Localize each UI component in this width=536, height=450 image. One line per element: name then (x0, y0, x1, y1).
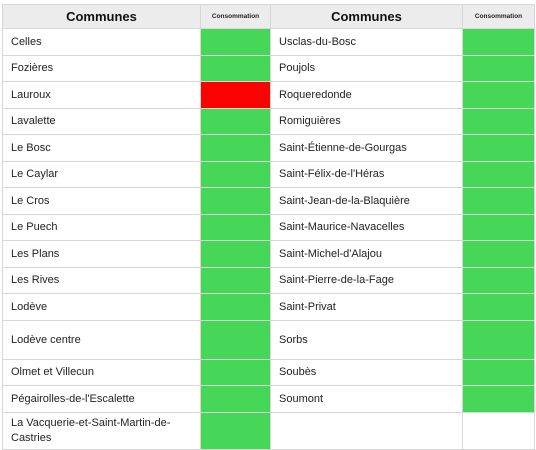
consumption-status-cell (200, 213, 271, 241)
commune-name: Lodève centre (2, 319, 201, 360)
consumption-status-cell (200, 319, 271, 360)
table-row: Lavalette Romiguières (2, 107, 535, 135)
table-row: Le Bosc Saint-Étienne-de-Gourgas (2, 134, 535, 162)
table-row: Les Plans Saint-Michel-d'Alajou (2, 240, 535, 268)
commune-name: Saint-Maurice-Navacelles (270, 213, 463, 241)
commune-name: Romiguières (270, 107, 463, 135)
table-row: Le Caylar Saint-Félix-de-l'Héras (2, 160, 535, 188)
consumption-status-cell (200, 81, 271, 109)
consumption-status-cell (200, 358, 271, 386)
consumption-status-cell (200, 28, 271, 56)
commune-name: Saint-Jean-de-la-Blaquière (270, 187, 463, 215)
consumption-status-cell (462, 107, 535, 135)
consumption-status-cell (462, 240, 535, 268)
commune-name: Roqueredonde (270, 81, 463, 109)
consumption-status-cell (200, 160, 271, 188)
commune-name (270, 411, 463, 450)
table-row: Lauroux Roqueredonde (2, 81, 535, 109)
header-communes-left: Communes (2, 4, 201, 29)
commune-name: Saint-Étienne-de-Gourgas (270, 134, 463, 162)
commune-name: Celles (2, 28, 201, 56)
consumption-status-cell (462, 28, 535, 56)
commune-name: Olmet et Villecun (2, 358, 201, 386)
consumption-status-cell (200, 134, 271, 162)
commune-name: Saint-Félix-de-l'Héras (270, 160, 463, 188)
consumption-status-cell (200, 293, 271, 321)
consumption-status-cell (462, 134, 535, 162)
commune-name: Lavalette (2, 107, 201, 135)
commune-name: Soumont (270, 385, 463, 413)
commune-name: Saint-Pierre-de-la-Fage (270, 266, 463, 294)
commune-name: Le Cros (2, 187, 201, 215)
table-row: Lodève centre Sorbs (2, 319, 535, 360)
consumption-table: Communes Consommation Communes Consommat… (2, 4, 535, 450)
consumption-status-cell (462, 187, 535, 215)
consumption-status-cell (200, 266, 271, 294)
consumption-status-cell (462, 81, 535, 109)
commune-name: Lodève (2, 293, 201, 321)
consumption-status-cell (462, 213, 535, 241)
table-row: Les Rives Saint-Pierre-de-la-Fage (2, 266, 535, 294)
table-row: La Vacquerie-et-Saint-Martin-de-Castries (2, 411, 535, 450)
table-row: Celles Usclas-du-Bosc (2, 28, 535, 56)
header-consommation-left: Consommation (200, 4, 271, 29)
commune-name: Usclas-du-Bosc (270, 28, 463, 56)
commune-name: Poujols (270, 54, 463, 82)
consumption-status-cell (462, 54, 535, 82)
consumption-status-cell (200, 385, 271, 413)
header-row: Communes Consommation Communes Consommat… (2, 4, 535, 29)
table-row: Le Cros Saint-Jean-de-la-Blaquière (2, 187, 535, 215)
table-row: Pégairolles-de-l'Escalette Soumont (2, 385, 535, 413)
table-row: Fozières Poujols (2, 54, 535, 82)
commune-name: Le Bosc (2, 134, 201, 162)
commune-name: Sorbs (270, 319, 463, 360)
consumption-status-cell (462, 319, 535, 360)
header-communes-right: Communes (270, 4, 463, 29)
commune-name: Les Rives (2, 266, 201, 294)
consumption-status-cell (200, 107, 271, 135)
consumption-status-cell (462, 293, 535, 321)
consumption-status-cell (462, 385, 535, 413)
consumption-status-cell (200, 240, 271, 268)
table-row: Lodève Saint-Privat (2, 293, 535, 321)
commune-name: La Vacquerie-et-Saint-Martin-de-Castries (2, 411, 201, 450)
consumption-status-cell (462, 358, 535, 386)
consumption-status-cell (200, 411, 271, 450)
consumption-status-cell (200, 187, 271, 215)
commune-name: Les Plans (2, 240, 201, 268)
commune-name: Lauroux (2, 81, 201, 109)
commune-name: Saint-Privat (270, 293, 463, 321)
commune-name: Le Puech (2, 213, 201, 241)
table-row: Le Puech Saint-Maurice-Navacelles (2, 213, 535, 241)
consumption-table-container: Communes Consommation Communes Consommat… (2, 4, 535, 450)
consumption-status-cell (462, 411, 535, 450)
commune-name: Saint-Michel-d'Alajou (270, 240, 463, 268)
commune-name: Soubès (270, 358, 463, 386)
consumption-status-cell (462, 266, 535, 294)
commune-name: Fozières (2, 54, 201, 82)
consumption-status-cell (200, 54, 271, 82)
commune-name: Pégairolles-de-l'Escalette (2, 385, 201, 413)
table-row: Olmet et Villecun Soubès (2, 358, 535, 386)
commune-name: Le Caylar (2, 160, 201, 188)
header-consommation-right: Consommation (462, 4, 535, 29)
consumption-status-cell (462, 160, 535, 188)
